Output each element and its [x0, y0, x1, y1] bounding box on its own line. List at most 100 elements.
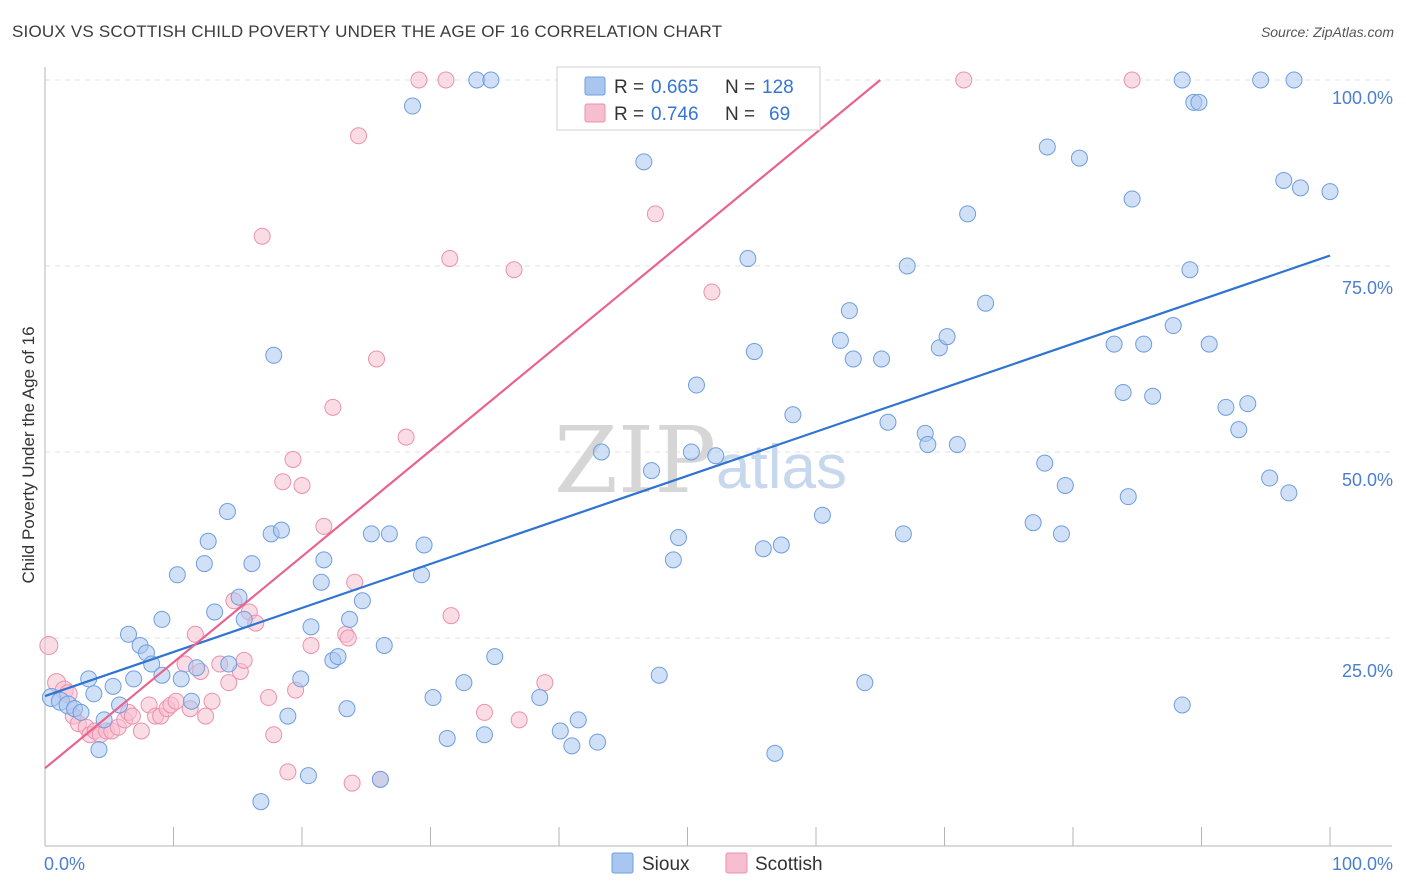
sioux-point [1164, 317, 1182, 335]
sioux-point [1239, 395, 1257, 413]
sioux-point [1291, 179, 1309, 197]
scottish-swatch [584, 103, 606, 123]
scottish-point [441, 250, 459, 268]
sioux-point [375, 636, 393, 654]
sioux-point [1123, 190, 1141, 208]
sioux-trend-line [44, 254, 1331, 698]
sioux-point [898, 257, 916, 275]
sioux-point [589, 733, 607, 751]
sioux-point [125, 670, 143, 688]
sioux-point [745, 343, 763, 361]
sioux-point [766, 744, 784, 762]
scottish-point [339, 629, 357, 647]
sioux-point [424, 689, 442, 707]
scottish-point [368, 350, 386, 368]
sioux-point [475, 726, 493, 744]
scottish-point [315, 517, 333, 535]
sioux-point [455, 674, 473, 692]
sioux-point [153, 666, 171, 684]
sioux-point [1280, 484, 1298, 502]
sioux-point [1217, 398, 1235, 416]
sioux-point [1114, 383, 1132, 401]
sioux-point [1275, 171, 1293, 189]
sioux-point [784, 406, 802, 424]
scottish-point [203, 692, 221, 710]
scottish-point [197, 707, 215, 725]
scottish-point [293, 476, 311, 494]
scottish-point [646, 205, 664, 223]
scottish-point [123, 707, 141, 725]
scottish-n-label: N = [725, 104, 755, 125]
sioux-point [844, 350, 862, 368]
axes [44, 67, 1392, 847]
sioux-point [1285, 71, 1303, 89]
sioux-point [1105, 335, 1123, 353]
scottish-point [253, 227, 271, 245]
sioux-point [840, 302, 858, 320]
sioux-r-label: R = [614, 77, 644, 98]
sioux-point [329, 648, 347, 666]
watermark-zip: ZIP [554, 407, 716, 514]
scottish-r-label: R = [614, 104, 644, 125]
sioux-point [172, 670, 190, 688]
sioux-point [1024, 514, 1042, 532]
sioux-point [1173, 696, 1191, 714]
scottish-point [265, 726, 283, 744]
scottish-point [132, 722, 150, 740]
sioux-point [220, 655, 238, 673]
sioux-point [482, 71, 500, 89]
sioux-point [206, 603, 224, 621]
trend-lines [44, 79, 1331, 770]
sioux-point [977, 294, 995, 312]
scottish-point [437, 71, 455, 89]
legend-scottish-swatch [725, 852, 748, 874]
sioux-n-value: 128 [762, 77, 794, 98]
stats-legend: R = 0.665 N = 128 R = 0.746 N = 69 [556, 66, 821, 131]
legend-sioux-label: Sioux [642, 854, 690, 875]
scottish-point [955, 71, 973, 89]
sioux-point [72, 703, 90, 721]
scottish-r-value: 0.746 [651, 104, 699, 125]
scottish-point [235, 651, 253, 669]
sioux-point [1230, 421, 1248, 439]
scottish-point [284, 450, 302, 468]
x-tick-min: 0.0% [44, 854, 85, 874]
scottish-point [274, 473, 292, 491]
sioux-point [1144, 387, 1162, 405]
sioux-point [468, 71, 486, 89]
legend-scottish-label: Scottish [755, 854, 823, 875]
sioux-r-value: 0.665 [651, 77, 699, 98]
y-axis-label: Child Poverty Under the Age of 16 [19, 326, 38, 583]
sioux-point [404, 97, 422, 115]
sioux-point [1321, 183, 1339, 201]
scottish-point [397, 428, 415, 446]
series-legend: Sioux Scottish [611, 852, 823, 875]
sioux-point [195, 555, 213, 573]
y-tick-100: 100.0% [1332, 88, 1393, 108]
sioux-point [299, 767, 317, 785]
scottish-point [505, 261, 523, 279]
sioux-point [1036, 454, 1054, 472]
sioux-point [739, 250, 757, 268]
sioux-point [635, 153, 653, 171]
sioux-point [873, 350, 891, 368]
sioux-point [531, 689, 549, 707]
sioux-point [85, 685, 103, 703]
sioux-point [643, 462, 661, 480]
scottish-trend-line [44, 79, 881, 770]
scottish-point [167, 692, 185, 710]
sioux-point [362, 525, 380, 543]
sioux-point [199, 532, 217, 550]
sioux-point [856, 674, 874, 692]
scottish-point [442, 607, 460, 625]
sioux-point [265, 346, 283, 364]
scottish-point [703, 283, 721, 301]
sioux-n-label: N = [725, 77, 755, 98]
sioux-point [168, 566, 186, 584]
sioux-point [1070, 149, 1088, 167]
watermark: ZIP atlas [554, 407, 847, 514]
sioux-point [272, 521, 290, 539]
sioux-point [292, 670, 310, 688]
scottish-point [475, 703, 493, 721]
